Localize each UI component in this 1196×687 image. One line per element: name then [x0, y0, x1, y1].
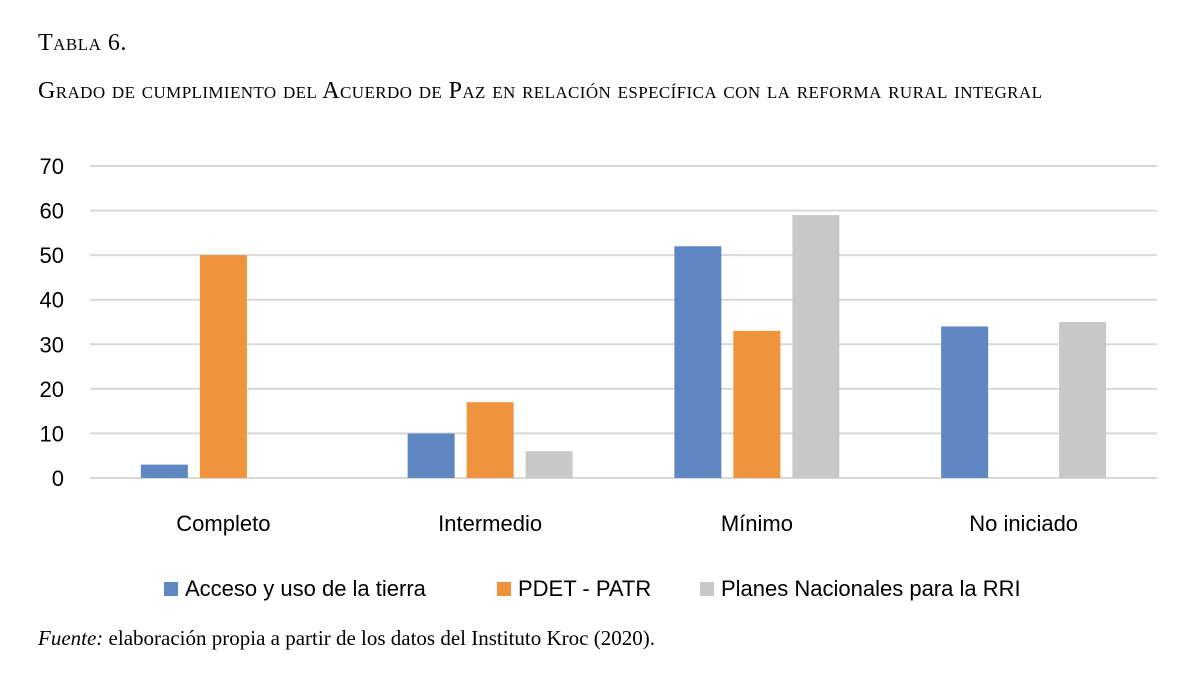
bar	[1059, 322, 1107, 478]
legend-swatch	[164, 582, 178, 596]
bar	[407, 433, 455, 478]
bar	[466, 402, 514, 478]
x-axis-categories: Completo Intermedio Mínimo No iniciado	[176, 511, 1078, 536]
table-label: Tabla 6.	[38, 30, 127, 56]
bar	[140, 464, 188, 478]
gridlines	[90, 165, 1157, 479]
bar	[941, 326, 989, 478]
bar	[733, 330, 781, 478]
y-axis-ticks: 0 10 20 30 40 50 60 70	[40, 154, 64, 491]
chart-caption-title: Grado de cumplimiento del Acuerdo de Paz…	[38, 78, 1043, 104]
source-note: Fuente: elaboración propia a partir de l…	[38, 626, 655, 651]
legend-label: Acceso y uso de la tierra	[185, 576, 427, 601]
y-tick-label: 40	[40, 288, 64, 313]
y-tick-label: 20	[40, 377, 64, 402]
legend-swatch	[700, 582, 714, 596]
legend-label: PDET - PATR	[518, 576, 651, 601]
bar-chart: 0 10 20 30 40 50 60 70 Completo Intermedio Mínimo…	[40, 154, 1157, 601]
bar	[199, 255, 247, 478]
x-category-label: Completo	[176, 511, 270, 536]
y-tick-label: 60	[40, 199, 64, 224]
bar	[525, 451, 573, 478]
legend: Acceso y uso de la tierra PDET - PATR Plan…	[164, 576, 1021, 601]
y-tick-label: 30	[40, 332, 64, 357]
y-tick-label: 0	[52, 466, 64, 491]
legend-label: Planes Nacionales para la RRI	[721, 576, 1021, 601]
y-tick-label: 50	[40, 243, 64, 268]
y-tick-label: 10	[40, 421, 64, 446]
y-tick-label: 70	[40, 154, 64, 179]
bar	[674, 246, 722, 478]
source-prefix: Fuente:	[38, 626, 104, 650]
x-category-label: No iniciado	[969, 511, 1078, 536]
source-text: elaboración propia a partir de los datos…	[103, 626, 655, 650]
bars	[140, 215, 1107, 478]
legend-swatch	[497, 582, 511, 596]
bar	[792, 215, 840, 478]
x-category-label: Mínimo	[721, 511, 793, 536]
x-category-label: Intermedio	[438, 511, 542, 536]
